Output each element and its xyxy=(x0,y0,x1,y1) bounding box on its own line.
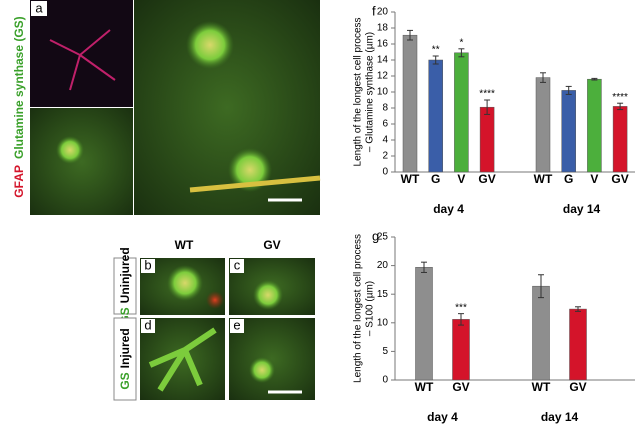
y-tick-label: 15 xyxy=(377,289,389,300)
label-red: GFAP xyxy=(12,165,26,198)
group-label: day 4 xyxy=(427,410,458,424)
bar xyxy=(532,285,550,381)
bar xyxy=(561,90,576,173)
significance: *** xyxy=(455,302,467,313)
letter-box xyxy=(230,319,244,333)
label-composite: GFAP Glutamine synthase (GS) xyxy=(12,16,26,197)
letter-box xyxy=(141,319,155,333)
significance: ** xyxy=(432,45,440,56)
bar xyxy=(587,78,602,173)
bar xyxy=(428,59,443,173)
bar xyxy=(415,267,433,381)
y-tick-label: 18 xyxy=(377,23,389,34)
row-box xyxy=(113,257,137,315)
panel-letter: e xyxy=(233,317,240,332)
panel-letter: c xyxy=(234,257,241,272)
bar xyxy=(479,106,495,173)
y-tick-label: 4 xyxy=(382,135,388,146)
cell xyxy=(56,136,84,164)
x-tick-label: WT xyxy=(534,172,553,186)
gfap-fibers xyxy=(49,29,116,91)
y-tick-label: 10 xyxy=(377,87,389,98)
row-label: GSUninjured xyxy=(118,247,132,324)
panel-letter: f xyxy=(372,3,376,18)
letter-box xyxy=(31,1,47,16)
y-tick-label: 10 xyxy=(377,317,389,328)
bar xyxy=(452,319,470,381)
y-tick-label: 16 xyxy=(377,39,389,50)
cell-process xyxy=(148,327,217,392)
x-tick-label: GV xyxy=(478,172,495,186)
panel-letter: g xyxy=(372,228,379,243)
panel-letter: a xyxy=(35,0,43,15)
cell xyxy=(249,357,275,383)
y-tick-label: 2 xyxy=(382,151,388,162)
bar xyxy=(535,77,551,173)
y-tick-label: 0 xyxy=(382,167,388,178)
y-axis-label: Length of the longest cell process xyxy=(353,18,364,167)
row-marker: GS xyxy=(118,372,132,389)
y-axis-label: – S100 (µm) xyxy=(365,281,376,336)
x-tick-label: WT xyxy=(532,380,551,394)
group-label: day 4 xyxy=(433,202,464,216)
significance: **** xyxy=(612,92,628,103)
process xyxy=(189,175,321,193)
x-tick-label: G xyxy=(564,172,573,186)
x-tick-label: GV xyxy=(611,172,628,186)
cell xyxy=(167,265,203,301)
bar xyxy=(612,106,628,173)
group-label: day 14 xyxy=(541,410,579,424)
y-tick-label: 5 xyxy=(382,346,388,357)
y-tick-label: 20 xyxy=(377,7,389,18)
x-tick-label: WT xyxy=(415,380,434,394)
y-axis-label: – Glutamine synthase (µm) xyxy=(365,32,376,152)
y-tick-label: 12 xyxy=(377,71,389,82)
cell xyxy=(253,280,283,310)
significance: **** xyxy=(479,89,495,100)
y-tick-label: 20 xyxy=(377,260,389,271)
cell xyxy=(206,291,224,309)
x-tick-label: GV xyxy=(452,380,469,394)
label-green: Glutamine synthase (GS) xyxy=(12,16,26,159)
bar xyxy=(402,34,418,173)
y-tick-label: 6 xyxy=(382,119,388,130)
group-label: day 14 xyxy=(563,202,601,216)
bar xyxy=(454,52,469,173)
y-tick-label: 25 xyxy=(377,232,389,243)
panel-letter: d xyxy=(144,317,151,332)
x-tick-label: G xyxy=(431,172,440,186)
letter-box xyxy=(230,259,244,273)
y-axis-label: Length of the longest cell process xyxy=(353,234,364,383)
image-gs xyxy=(30,108,133,215)
column-header: WT xyxy=(175,238,194,252)
row-box xyxy=(113,317,137,401)
x-tick-label: V xyxy=(590,172,598,186)
x-tick-label: GV xyxy=(569,380,586,394)
letter-box xyxy=(141,259,155,273)
row-label: GS Injured xyxy=(118,328,132,389)
bar xyxy=(569,308,587,381)
row-text: Injured xyxy=(118,328,132,368)
significance: * xyxy=(459,37,463,48)
cell xyxy=(186,21,234,69)
y-tick-label: 14 xyxy=(377,55,389,66)
x-tick-label: V xyxy=(457,172,465,186)
column-header: GV xyxy=(263,238,280,252)
panel-letter: b xyxy=(144,257,151,272)
y-tick-label: 8 xyxy=(382,103,388,114)
y-tick-label: 0 xyxy=(382,375,388,386)
x-tick-label: WT xyxy=(401,172,420,186)
row-text: Uninjured xyxy=(118,247,132,303)
